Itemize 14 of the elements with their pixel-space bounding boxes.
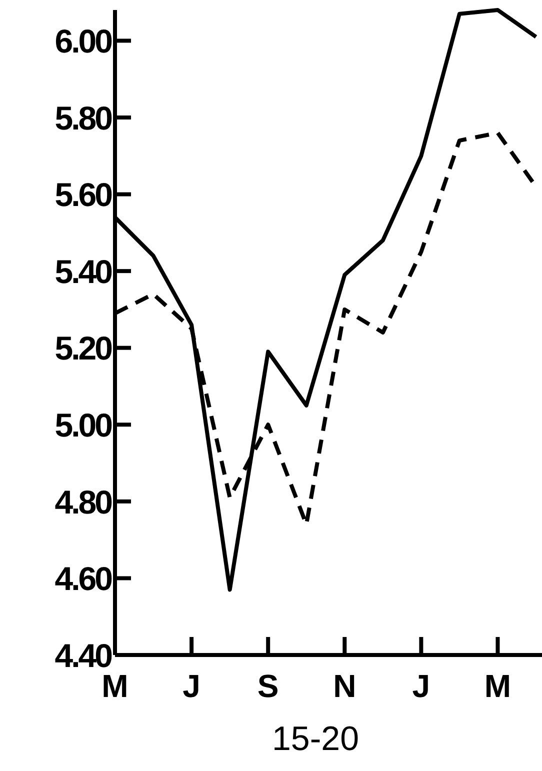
x-tick-label: J (412, 668, 430, 704)
y-tick-label: 4.80 (54, 483, 112, 520)
x-tick-label: N (333, 668, 356, 704)
x-axis-title: 15-20 (272, 720, 359, 758)
x-tick-label: M (484, 668, 512, 704)
x-tick-label: S (257, 668, 279, 704)
y-tick-label: 5.00 (54, 406, 112, 444)
x-tick-label: J (182, 668, 200, 704)
y-tick-label: 5.20 (54, 330, 112, 367)
y-tick-label: 4.60 (54, 560, 112, 598)
y-tick-label: 5.40 (54, 252, 112, 290)
y-tick-label: 5.60 (54, 176, 112, 214)
y-tick-label: 6.00 (54, 22, 112, 60)
y-tick-label: 5.80 (54, 99, 112, 136)
